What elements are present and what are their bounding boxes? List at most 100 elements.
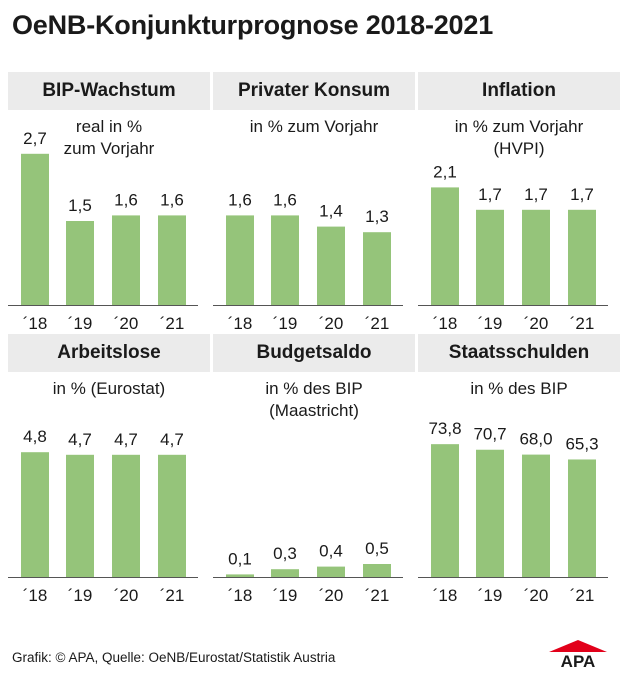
bar — [158, 215, 186, 305]
value-label: 0,5 — [365, 539, 389, 558]
bar-chart: 2,7 ´18 1,5 ´19 1,6 ´20 1,6 ´21 — [8, 129, 198, 333]
bar — [158, 454, 186, 577]
panel-title: Staatsschulden — [418, 334, 620, 372]
value-label: 1,5 — [68, 196, 92, 215]
value-label: 2,1 — [433, 162, 457, 181]
bar — [522, 209, 550, 305]
x-tick-label: ´21 — [570, 314, 595, 333]
value-label: 73,8 — [428, 419, 461, 438]
value-label: 1,7 — [524, 185, 548, 204]
subtitle-line: in % des BIP — [265, 379, 363, 398]
value-label: 1,3 — [365, 207, 389, 226]
value-label: 1,4 — [319, 202, 343, 221]
bar-chart: 2,1 ´18 1,7 ´19 1,7 ´20 1,7 ´21 — [418, 162, 608, 333]
x-tick-label: ´19 — [68, 586, 93, 605]
subtitle-line: zum Vorjahr — [63, 139, 155, 158]
value-label: 1,7 — [570, 185, 594, 204]
x-tick-label: ´21 — [160, 314, 185, 333]
x-tick-label: ´18 — [433, 586, 458, 605]
x-tick-label: ´19 — [478, 586, 503, 605]
bar — [522, 454, 550, 577]
x-tick-label: ´19 — [68, 314, 93, 333]
logo-text: APA — [561, 652, 596, 668]
subtitle-line: in % zum Vorjahr — [454, 117, 584, 136]
bar — [271, 569, 299, 577]
x-tick-label: ´20 — [114, 586, 139, 605]
bar — [363, 232, 391, 305]
page-title: OeNB-Konjunkturprognose 2018-2021 — [12, 10, 494, 40]
x-tick-label: ´21 — [365, 314, 390, 333]
bar — [112, 454, 140, 577]
logo-roof — [549, 640, 607, 652]
bar — [317, 566, 345, 577]
x-tick-label: ´19 — [478, 314, 503, 333]
value-label: 0,4 — [319, 542, 343, 561]
x-tick-label: ´20 — [524, 314, 549, 333]
panel-subtitle: in % zum Vorjahr (HVPI) — [418, 116, 620, 160]
x-tick-label: ´19 — [273, 314, 298, 333]
x-tick-label: ´21 — [160, 586, 185, 605]
value-label: 4,8 — [23, 427, 47, 446]
panel-subtitle: real in % zum Vorjahr — [8, 116, 210, 160]
x-tick-label: ´21 — [365, 586, 390, 605]
bar-chart: 1,6 ´18 1,6 ´19 1,4 ´20 1,3 ´21 — [213, 190, 403, 333]
bar — [476, 209, 504, 305]
value-label: 68,0 — [519, 430, 552, 449]
bar — [112, 215, 140, 305]
x-tick-label: ´18 — [23, 314, 48, 333]
bar — [568, 459, 596, 577]
bar — [226, 574, 254, 577]
value-label: 1,6 — [114, 190, 138, 209]
panel-subtitle: in % des BIP — [418, 378, 620, 400]
x-tick-label: ´18 — [228, 586, 253, 605]
value-label: 65,3 — [565, 434, 598, 453]
bar — [317, 226, 345, 305]
value-label: 1,6 — [228, 190, 252, 209]
subtitle-line: (Maastricht) — [269, 401, 359, 420]
bar — [21, 452, 49, 577]
apa-logo: APA — [549, 640, 607, 668]
x-tick-label: ´21 — [570, 586, 595, 605]
panel-subtitle: in % (Eurostat) — [8, 378, 210, 400]
x-tick-label: ´20 — [319, 586, 344, 605]
subtitle-line: real in % — [75, 117, 143, 136]
panel-title: Inflation — [418, 72, 620, 110]
panel-title: Budgetsaldo — [213, 334, 415, 372]
x-tick-label: ´20 — [524, 586, 549, 605]
value-label: 1,6 — [160, 190, 184, 209]
bar-chart: 73,8 ´18 70,7 ´19 68,0 ´20 65,3 ´21 — [418, 419, 608, 605]
x-tick-label: ´18 — [228, 314, 253, 333]
x-tick-label: ´20 — [114, 314, 139, 333]
subtitle-line: in % (Eurostat) — [52, 379, 166, 398]
subtitle-line: (HVPI) — [493, 139, 545, 158]
value-label: 4,7 — [68, 430, 92, 449]
panel-title: Arbeitslose — [8, 334, 210, 372]
bar — [21, 153, 49, 305]
subtitle-line: in % zum Vorjahr — [249, 117, 379, 136]
bar — [66, 221, 94, 305]
x-tick-label: ´19 — [273, 586, 298, 605]
bar — [431, 187, 459, 305]
bar — [476, 449, 504, 577]
value-label: 2,7 — [23, 129, 47, 148]
panel-subtitle: in % zum Vorjahr — [213, 116, 415, 138]
bar-chart: 0,1 ´18 0,3 ´19 0,4 ´20 0,5 ´21 — [213, 539, 403, 605]
bar — [66, 454, 94, 577]
x-tick-label: ´20 — [319, 314, 344, 333]
value-label: 70,7 — [473, 425, 506, 444]
value-label: 4,7 — [114, 430, 138, 449]
value-label: 1,7 — [478, 185, 502, 204]
value-label: 0,1 — [228, 549, 252, 568]
panel-subtitle: in % des BIP (Maastricht) — [213, 378, 415, 422]
bar — [568, 209, 596, 305]
bar — [363, 564, 391, 577]
value-label: 0,3 — [273, 544, 297, 563]
subtitle-line: in % des BIP — [470, 379, 568, 398]
bar — [271, 215, 299, 305]
value-label: 4,7 — [160, 430, 184, 449]
bar — [431, 444, 459, 577]
x-tick-label: ´18 — [433, 314, 458, 333]
value-label: 1,6 — [273, 190, 297, 209]
source-credit: Grafik: © APA, Quelle: OeNB/Eurostat/Sta… — [12, 650, 336, 665]
bar-chart: 4,8 ´18 4,7 ´19 4,7 ´20 4,7 ´21 — [8, 427, 198, 605]
